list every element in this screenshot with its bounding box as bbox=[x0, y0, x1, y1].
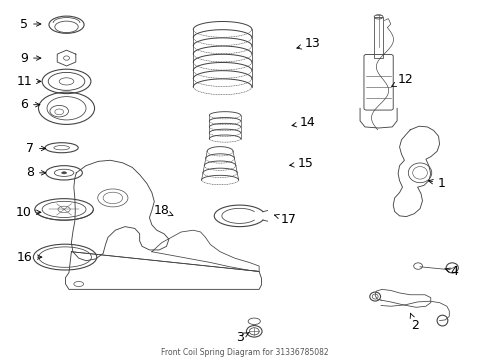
Text: 11: 11 bbox=[16, 75, 41, 88]
Text: 15: 15 bbox=[289, 157, 313, 170]
Text: 17: 17 bbox=[274, 213, 296, 226]
Text: 6: 6 bbox=[20, 98, 40, 111]
Text: 7: 7 bbox=[26, 142, 46, 155]
Text: 12: 12 bbox=[391, 73, 412, 86]
Text: 8: 8 bbox=[26, 166, 46, 179]
Text: 5: 5 bbox=[20, 18, 41, 31]
Bar bbox=[373, 17, 382, 58]
Text: 1: 1 bbox=[427, 177, 445, 190]
Text: 13: 13 bbox=[296, 37, 320, 50]
Text: Front Coil Spring Diagram for 31336785082: Front Coil Spring Diagram for 3133678508… bbox=[161, 348, 327, 357]
Text: 9: 9 bbox=[20, 51, 41, 64]
Text: 4: 4 bbox=[444, 265, 457, 278]
Text: 3: 3 bbox=[235, 331, 248, 344]
Text: 10: 10 bbox=[16, 206, 41, 219]
Ellipse shape bbox=[61, 172, 66, 174]
Text: 18: 18 bbox=[153, 204, 173, 217]
Text: 16: 16 bbox=[16, 251, 42, 264]
Text: 2: 2 bbox=[409, 313, 418, 332]
Text: 14: 14 bbox=[291, 116, 315, 129]
